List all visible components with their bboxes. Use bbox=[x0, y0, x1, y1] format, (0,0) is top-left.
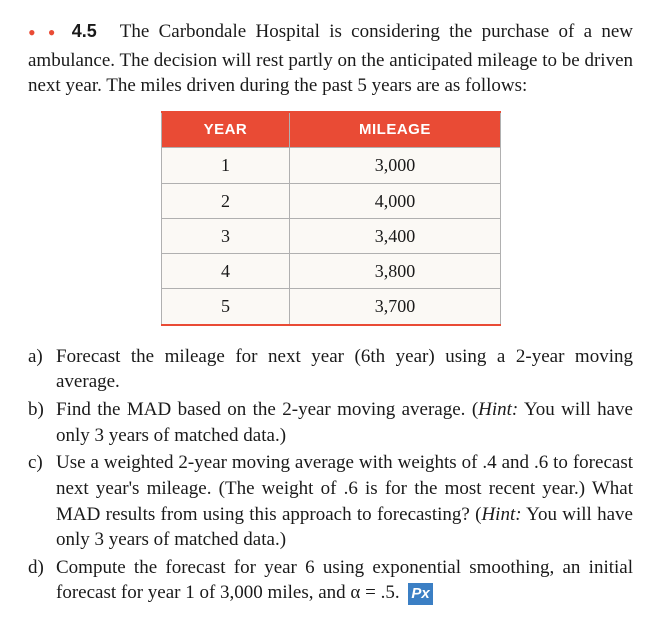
cell-mileage: 3,800 bbox=[290, 254, 500, 289]
problem-header: • • 4.5 The Carbondale Hospital is consi… bbox=[28, 18, 633, 99]
difficulty-dots: • • bbox=[28, 20, 56, 45]
cell-year: 3 bbox=[161, 218, 290, 253]
header-year: YEAR bbox=[161, 112, 290, 148]
question-b: b) Find the MAD based on the 2-year movi… bbox=[28, 397, 633, 448]
question-text: Compute the forecast for year 6 using ex… bbox=[56, 555, 633, 606]
cell-year: 2 bbox=[161, 183, 290, 218]
hint-label: Hint: bbox=[481, 504, 521, 525]
intro-paragraph: • • 4.5 The Carbondale Hospital is consi… bbox=[28, 18, 633, 99]
table-row: 4 3,800 bbox=[161, 254, 500, 289]
cell-mileage: 4,000 bbox=[290, 183, 500, 218]
hint-label: Hint: bbox=[478, 399, 518, 420]
table-row: 3 3,400 bbox=[161, 218, 500, 253]
table-row: 2 4,000 bbox=[161, 183, 500, 218]
cell-year: 5 bbox=[161, 289, 290, 325]
cell-mileage: 3,700 bbox=[290, 289, 500, 325]
mileage-table: YEAR MILEAGE 1 3,000 2 4,000 3 3,400 4 3… bbox=[161, 111, 501, 326]
question-text: Forecast the mileage for next year (6th … bbox=[56, 344, 633, 395]
question-d: d) Compute the forecast for year 6 using… bbox=[28, 555, 633, 606]
question-text: Use a weighted 2-year moving average wit… bbox=[56, 450, 633, 553]
question-a: a) Forecast the mileage for next year (6… bbox=[28, 344, 633, 395]
question-text: Find the MAD based on the 2-year moving … bbox=[56, 397, 633, 448]
problem-number: 4.5 bbox=[72, 21, 97, 41]
header-mileage: MILEAGE bbox=[290, 112, 500, 148]
question-label: a) bbox=[28, 344, 56, 395]
question-label: d) bbox=[28, 555, 56, 606]
questions-list: a) Forecast the mileage for next year (6… bbox=[28, 344, 633, 606]
cell-year: 4 bbox=[161, 254, 290, 289]
table-row: 5 3,700 bbox=[161, 289, 500, 325]
cell-mileage: 3,000 bbox=[290, 148, 500, 183]
table-row: 1 3,000 bbox=[161, 148, 500, 183]
px-icon: Px bbox=[408, 583, 432, 605]
intro-text: The Carbondale Hospital is considering t… bbox=[28, 21, 633, 96]
cell-year: 1 bbox=[161, 148, 290, 183]
table-header-row: YEAR MILEAGE bbox=[161, 112, 500, 148]
question-c: c) Use a weighted 2-year moving average … bbox=[28, 450, 633, 553]
cell-mileage: 3,400 bbox=[290, 218, 500, 253]
question-label: c) bbox=[28, 450, 56, 553]
question-label: b) bbox=[28, 397, 56, 448]
